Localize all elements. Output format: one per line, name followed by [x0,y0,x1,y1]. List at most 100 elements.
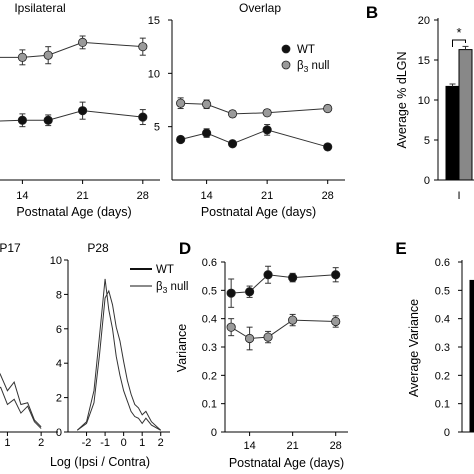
p6-y-tick-label: 0.6 [435,257,450,269]
p5-y-tick-label: 0.2 [202,370,217,382]
p1-series-1-point [262,108,272,118]
p4-x-tick-label: -2 [82,437,92,449]
p3-title: P17 [0,241,21,255]
p2-y-label: Average % dLGN [395,51,409,148]
p0-series-0-point [138,42,148,52]
p5-series-0-point [245,287,255,297]
p1-x-tick-label: 21 [261,190,273,202]
p1-legend-marker [281,44,291,54]
p5-series-0-point [263,270,273,280]
p5-x-tick-label: 14 [243,440,255,452]
p1-y-tick-label: 10 [148,68,160,80]
p1-x-tick-label: 14 [200,190,212,202]
p1-series-0-point [323,142,333,152]
p1-series-0-point [262,125,272,135]
p2-bar-1 [458,49,473,181]
p0-series-1-point [138,112,148,122]
p0-series-1-point [17,115,28,125]
p4-y-tick-label: 4 [56,358,62,370]
p6-y-tick-label: 0.2 [435,370,450,382]
p1-series-1-point [202,99,212,109]
p4-title: P28 [87,241,109,255]
p5-y-tick-label: 0.5 [202,285,217,297]
p6-y-tick-label: 0.3 [435,342,450,354]
p4-x-label: Log (Ipsi / Contra) [50,455,150,469]
p1-series-0-point [202,128,212,138]
p4-legend-label: β3 null [156,281,188,295]
p5-y-label: Variance [175,324,189,372]
p6-y-tick-label: 0.5 [435,285,450,297]
p5-panel-letter: D [179,239,191,258]
p1-legend-label: β3 null [297,60,329,74]
p4-y-tick-label: 6 [56,324,62,336]
p5-x-tick-label: 28 [330,440,342,452]
p4-y-tick-label: 2 [56,393,62,405]
p0-series-1-point [43,115,53,125]
p6-y-tick-label: 0.4 [435,314,450,326]
p0-series-0-point [78,37,88,48]
p0-x-tick-label: 14 [16,190,28,202]
p5-series-1-point [263,332,273,342]
p2-x-tick-label: I [457,190,460,202]
p3-series-1-line [0,372,42,428]
p1-legend-marker [281,60,291,70]
p4-x-tick-label: 2 [158,437,164,449]
p4-y-tick-label: 10 [50,255,62,267]
p5-series-0-point [288,272,298,283]
p1-series-1-point [176,98,186,108]
p5-series-1-point [331,316,341,327]
p0-series-0-point [17,52,28,62]
p6-panel-letter: E [395,239,406,258]
p4-series-0-line [76,278,161,431]
p6-y-label: Average Variance [407,299,421,397]
p4-x-tick-label: -1 [100,437,110,449]
p4-x-tick-label: 0 [121,437,127,449]
p6-y-tick-label: 0.1 [435,399,450,411]
p4-series-1-line [76,289,162,431]
p5-y-tick-label: 0.6 [202,257,217,269]
p2-y-tick-label: 0 [424,175,430,187]
p0-x-tick-label: 21 [76,190,88,202]
p5-y-tick-label: 0.3 [202,342,217,354]
p5-series-0-point [331,270,341,280]
p2-significance-bracket [452,39,466,47]
p0-x-label: Postnatal Age (days) [16,205,131,219]
p3-x-tick-label: 1 [4,437,10,449]
p0-x-tick-label: 28 [137,190,149,202]
p1-legend-label: WT [297,44,315,56]
p1-series-1-point [323,103,333,114]
p5-x-label: Postnatal Age (days) [229,456,344,470]
p3-x-tick-label: 2 [38,437,44,449]
p1-series-0-point [176,134,186,145]
p2-y-tick-label: 20 [418,15,430,27]
p2-panel-letter: B [366,3,378,22]
p2-y-tick-label: 15 [418,55,430,67]
p5-y-tick-label: 0.4 [202,314,217,326]
p5-x-tick-label: 21 [287,440,299,452]
p2-y-tick-label: 10 [418,95,430,107]
p4-y-tick-label: 8 [56,289,62,301]
p0-series-0-point [43,50,53,60]
p5-series-1-point [226,322,236,332]
p1-series-0-point [227,139,238,149]
p6-bar-0 [469,279,474,433]
p1-x-label: Postnatal Age (days) [201,205,316,219]
p4-legend-label: WT [156,264,174,276]
p1-title: Overlap [239,1,281,15]
p2-significance-star: * [456,25,461,40]
p1-x-tick-label: 28 [322,190,334,202]
p5-y-tick-label: 0.1 [202,399,217,411]
p5-series-1-point [245,333,255,344]
p2-bar-0 [445,85,460,181]
p4-x-tick-label: 1 [139,437,145,449]
p2-y-tick-label: 5 [424,135,430,147]
p0-series-1-point [78,106,88,116]
p1-series-1-point [227,109,238,119]
p0-title: Ipsilateral [14,1,65,15]
p1-y-tick-label: 15 [148,15,160,27]
p1-y-tick-label: 5 [154,122,160,134]
p5-y-tick-label: 0 [211,427,217,439]
p4-y-tick-label: 0 [56,427,62,439]
p6-y-tick-label: 0 [444,427,450,439]
